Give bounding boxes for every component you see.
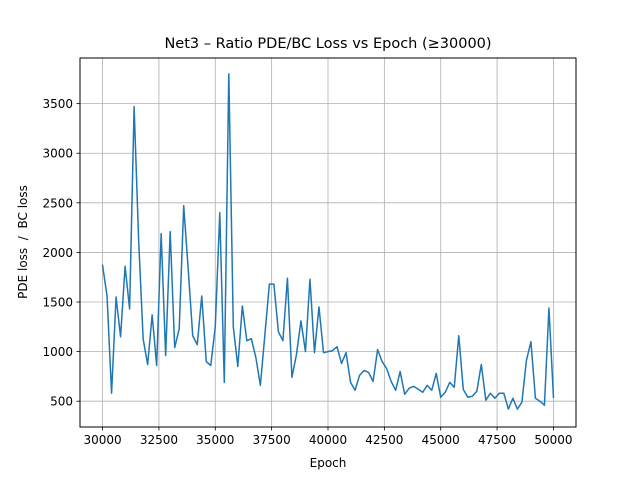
y-tick-label: 2500 <box>42 196 73 210</box>
x-tick-label: 45000 <box>422 433 460 447</box>
y-tick-label: 3000 <box>42 147 73 161</box>
y-tick-label: 2000 <box>42 246 73 260</box>
x-tick-label: 50000 <box>534 433 572 447</box>
x-axis: 30000 32500 35000 37500 40000 42500 45000 47500… <box>83 427 573 447</box>
grid <box>80 58 576 427</box>
series-layer <box>101 73 555 410</box>
x-tick-label: 42500 <box>365 433 403 447</box>
y-tick-label: 500 <box>50 395 73 409</box>
x-tick-label: 35000 <box>196 433 234 447</box>
y-axis-label: PDE loss / BC loss <box>16 185 30 299</box>
x-tick-label: 47500 <box>478 433 516 447</box>
y-tick-label: 1000 <box>42 345 73 359</box>
x-tick-label: 40000 <box>309 433 347 447</box>
y-tick-label: 3500 <box>42 97 73 111</box>
y-tick-label: 1500 <box>42 296 73 310</box>
series-line <box>101 73 555 410</box>
chart-title: Net3 – Ratio PDE/BC Loss vs Epoch (≥3000… <box>164 36 491 52</box>
x-tick-label: 30000 <box>83 433 121 447</box>
x-axis-label: Epoch <box>310 456 347 470</box>
x-tick-label: 37500 <box>253 433 291 447</box>
y-axis: 500 1000 1500 2000 2500 3000 3500 <box>42 97 80 409</box>
x-tick-label: 32500 <box>140 433 178 447</box>
